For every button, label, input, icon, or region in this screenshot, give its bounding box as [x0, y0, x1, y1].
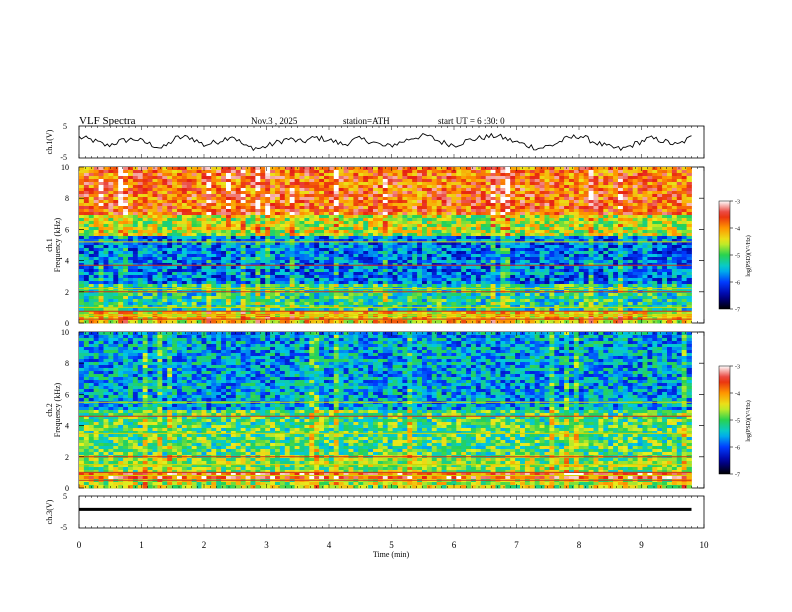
ch1-colorbar-label: log(PSD)(V²/Hz) — [745, 235, 752, 276]
ytick-label: 6 — [65, 390, 69, 399]
ch1-waveform-series — [78, 132, 692, 152]
ch1-waveform-ylabel: ch.1(V) — [45, 129, 54, 154]
xtick-label: 6 — [452, 540, 457, 550]
ytick-label: 4 — [65, 257, 69, 266]
xtick-label: 5 — [389, 540, 394, 550]
time-axis-label: Time (min) — [373, 550, 410, 559]
ch2-spectrogram-ylabel-channel: ch.2 — [45, 403, 54, 417]
ytick-label: 6 — [65, 225, 69, 234]
colorbar-tick-label: -4 — [735, 227, 740, 233]
ch2-spectrogram-ylabel-freq: Frequency (kHz) — [53, 382, 62, 437]
ch3-waveform-frame — [78, 495, 705, 529]
ch3-ytick-top: 5 — [63, 492, 67, 501]
ytick-label: 8 — [65, 194, 69, 203]
ch2-colorbar-gradient — [718, 365, 731, 475]
colorbar-tick-label: -7 — [735, 308, 740, 314]
colorbar-tick-label: -5 — [735, 419, 740, 425]
xtick-label: 3 — [264, 540, 269, 550]
colorbar-tick-label: -6 — [735, 446, 740, 452]
xtick-label: 2 — [202, 540, 207, 550]
ch1-spectrogram-ylabel-freq: Frequency (kHz) — [53, 217, 62, 272]
xtick-label: 1 — [139, 540, 144, 550]
xtick-label: 4 — [327, 540, 332, 550]
ch1-spectrogram-ylabel-channel: ch.1 — [45, 238, 54, 252]
date-label: Nov.3 , 2025 — [251, 116, 298, 126]
xtick-label: 0 — [77, 540, 82, 550]
time-axis: 0 1 2 3 4 5 6 7 8 9 10 — [77, 540, 709, 550]
ytick-label: 0 — [65, 484, 69, 493]
ch2-spectrogram-panel: 0 2 4 6 8 10 ch.2 Frequency (kHz) — [45, 328, 705, 493]
colorbar-tick-label: -7 — [735, 473, 740, 479]
xtick-label: 7 — [514, 540, 519, 550]
colorbar-tick-label: -3 — [735, 200, 740, 206]
colorbar-tick-label: -4 — [735, 392, 740, 398]
ch1-colorbar: -3 -4 -5 -6 -7 log(PSD)(V²/Hz) — [718, 200, 752, 314]
ytick-label: 8 — [65, 359, 69, 368]
ytick-label: 2 — [65, 288, 69, 297]
ytick-label: 10 — [61, 163, 69, 172]
xtick-label: 9 — [639, 540, 644, 550]
ch3-waveform-ylabel: ch.3(V) — [45, 499, 54, 524]
ytick-label: 0 — [65, 319, 69, 328]
ytick-label: 4 — [65, 422, 69, 431]
ch1-ytick-top: 5 — [63, 122, 67, 131]
ytick-label: 10 — [61, 328, 69, 337]
xtick-label: 8 — [577, 540, 582, 550]
xtick-label: 10 — [700, 540, 710, 550]
ch3-ytick-bottom: -5 — [60, 523, 67, 532]
figure-title: VLF Spectra — [79, 115, 136, 127]
colorbar-tick-label: -3 — [735, 365, 740, 371]
colorbar-tick-label: -5 — [735, 254, 740, 260]
ch1-waveform-panel: 5 -5 ch.1(V) — [45, 122, 705, 162]
ch1-ytick-bottom: -5 — [60, 153, 67, 162]
ch1-spectrogram-panel: 0 2 4 6 8 10 ch.1 Frequency (kHz) — [45, 163, 705, 328]
ch2-colorbar: -3 -4 -5 -6 -7 log(PSD)(V²/Hz) — [718, 365, 752, 479]
ch1-waveform-frame — [78, 125, 705, 159]
ytick-label: 2 — [65, 453, 69, 462]
ch3-waveform-panel: 5 -5 ch.3(V) — [45, 492, 705, 532]
ch2-colorbar-label: log(PSD)(V²/Hz) — [745, 400, 752, 441]
colorbar-tick-label: -6 — [735, 281, 740, 287]
start-time-label: start UT = 6 :30: 0 — [438, 116, 505, 126]
ch1-colorbar-gradient — [718, 200, 731, 310]
station-label: station=ATH — [343, 116, 390, 126]
